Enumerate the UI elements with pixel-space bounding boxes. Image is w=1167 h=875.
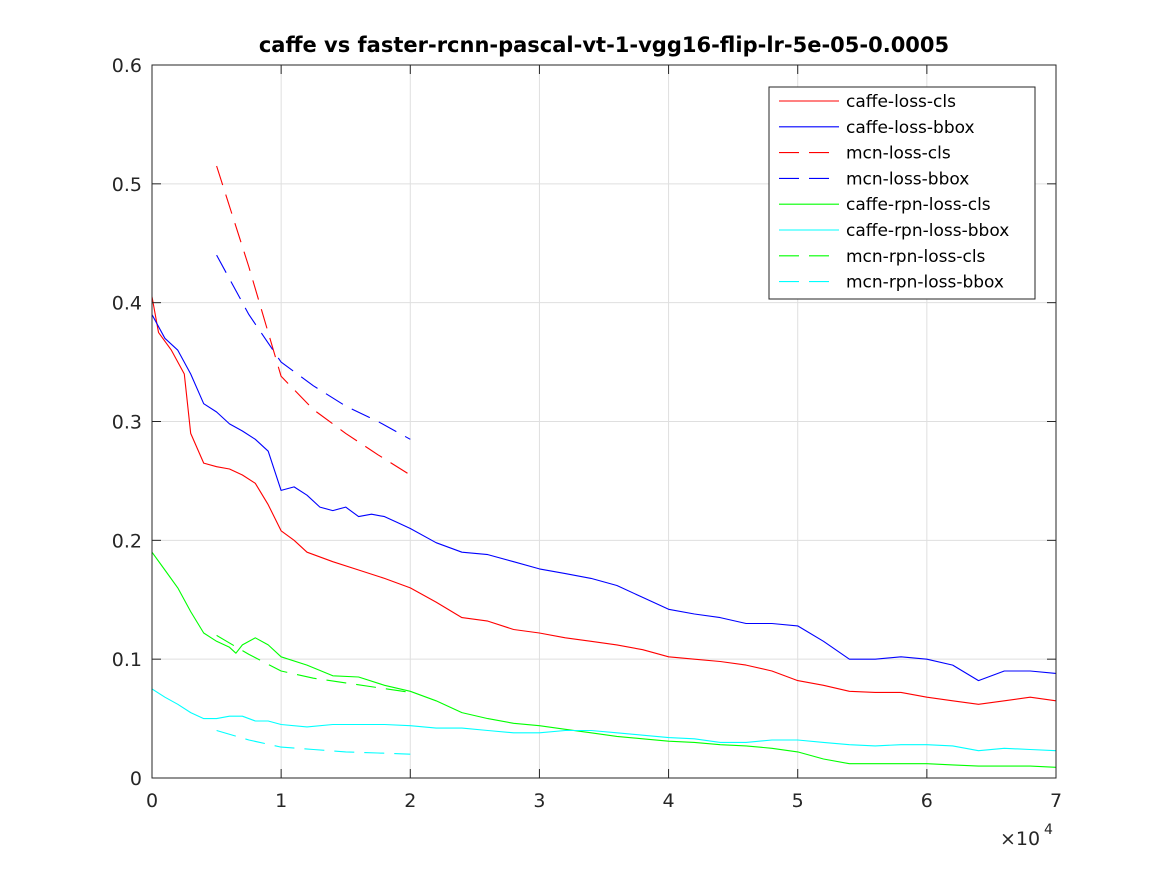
y-tick-label: 0.4 (112, 293, 142, 315)
x-tick-label: 5 (792, 790, 804, 812)
x-tick-label: 1 (275, 790, 287, 812)
x-tick-label: 2 (404, 790, 416, 812)
legend: caffe-loss-cls caffe-loss-bbox mcn-loss-cl… (768, 86, 1036, 300)
legend-label-mcn-loss-cls: mcn-loss-cls (846, 144, 951, 164)
legend-label-mcn-loss-bbox: mcn-loss-bbox (846, 169, 969, 189)
x-tick-label: 0 (146, 790, 158, 812)
legend-label-caffe-rpn-loss-cls: caffe-rpn-loss-cls (846, 195, 991, 215)
series-layer (151, 165, 1057, 768)
x-tick-label: 7 (1050, 790, 1062, 812)
legend-box (768, 86, 1036, 300)
y-tick-label: 0.6 (112, 55, 142, 77)
x-exponent-base: ×10 (1000, 828, 1040, 850)
legend-label-mcn-rpn-loss-bbox: mcn-rpn-loss-bbox (846, 273, 1004, 293)
x-exponent-label: ×10 4 (1000, 822, 1053, 850)
y-tick-label: 0 (130, 768, 142, 790)
y-tick-label: 0.1 (112, 649, 142, 671)
series-line-mcn-rpn-loss-bbox (216, 729, 411, 755)
series-line-mcn-loss-bbox (216, 254, 411, 440)
y-tick-label: 0.5 (112, 174, 142, 196)
x-tick-label: 6 (921, 790, 933, 812)
x-exponent-power: 4 (1044, 822, 1053, 838)
tick-labels: 0 1 2 3 4 5 6 7 0 0.1 0.2 0.3 0.4 0.5 0.6 (112, 55, 1062, 812)
legend-label-caffe-rpn-loss-bbox: caffe-rpn-loss-bbox (846, 221, 1009, 241)
series-line-caffe-loss-bbox (151, 314, 1057, 682)
chart-title: caffe vs faster-rcnn-pascal-vt-1-vgg16-f… (259, 33, 949, 57)
y-tick-label: 0.2 (112, 530, 142, 552)
legend-label-caffe-loss-cls: caffe-loss-cls (846, 92, 956, 112)
x-tick-label: 3 (533, 790, 545, 812)
legend-label-mcn-rpn-loss-cls: mcn-rpn-loss-cls (846, 247, 986, 267)
series-line-mcn-loss-cls (216, 165, 411, 476)
x-tick-label: 4 (663, 790, 675, 812)
series-line-caffe-loss-cls (151, 296, 1057, 705)
series-line-mcn-rpn-loss-cls (216, 634, 411, 693)
ticks (151, 64, 1057, 779)
legend-label-caffe-loss-bbox: caffe-loss-bbox (846, 118, 975, 138)
y-tick-label: 0.3 (112, 412, 142, 434)
series-line-caffe-rpn-loss-cls (151, 551, 1057, 768)
series-line-caffe-rpn-loss-bbox (151, 688, 1057, 752)
